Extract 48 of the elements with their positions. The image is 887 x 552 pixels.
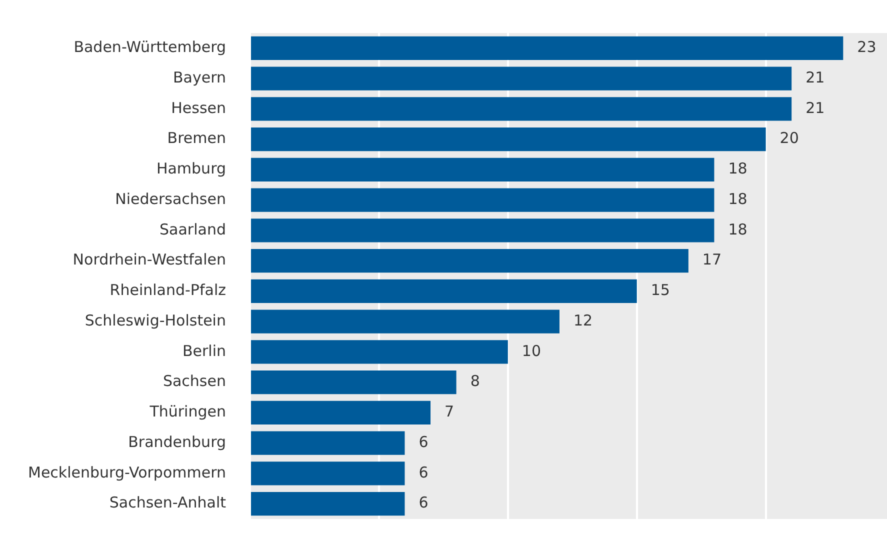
y-tick-label: Hamburg: [156, 160, 226, 178]
bar: [251, 310, 560, 334]
data-label: 21: [806, 98, 825, 117]
y-tick-label: Thüringen: [148, 402, 226, 421]
bar: [251, 127, 766, 152]
data-label: 8: [470, 372, 480, 390]
data-label: 6: [418, 432, 428, 451]
y-tick-label: Rheinland-Pfalz: [110, 281, 226, 300]
data-label: 10: [522, 342, 541, 360]
y-tick-label: Nordrhein-Westfalen: [72, 250, 226, 269]
y-tick-label: Mecklenburg-Vorpommern: [28, 463, 226, 482]
bar: [251, 340, 508, 364]
data-label: 18: [728, 190, 748, 208]
y-tick-label: Baden-Württemberg: [74, 38, 226, 56]
y-tick-label: Bayern: [173, 68, 226, 86]
y-tick-label: Sachsen: [162, 372, 226, 390]
data-label: 7: [444, 402, 454, 421]
y-tick-label: Brandenburg: [128, 432, 226, 451]
y-tick-label: Hessen: [171, 98, 226, 117]
y-tick-label: Schleswig-Holstein: [84, 311, 226, 330]
data-label: 18: [728, 220, 748, 238]
bar: [251, 279, 637, 304]
y-tick-label: Berlin: [182, 342, 226, 360]
bar: [251, 218, 714, 242]
bar: [251, 248, 688, 273]
data-label: 12: [573, 311, 593, 330]
data-label: 15: [650, 281, 670, 300]
bar: [251, 431, 405, 455]
y-tick-label: Sachsen-Anhalt: [109, 494, 226, 512]
data-label: 23: [857, 38, 876, 56]
bar: [251, 158, 714, 182]
bar: [251, 97, 792, 121]
data-label: 20: [780, 129, 799, 148]
bar: [251, 188, 714, 212]
data-label: 21: [806, 68, 825, 86]
bar: [251, 492, 405, 516]
y-tick-label: Niedersachsen: [115, 190, 226, 208]
bar: [251, 66, 792, 90]
data-label: 6: [418, 463, 428, 482]
bar: [251, 462, 405, 486]
data-label: 18: [728, 160, 748, 178]
bar: [251, 36, 844, 60]
y-tick-label: Saarland: [160, 220, 226, 238]
bar: [251, 370, 456, 394]
bar: [251, 400, 431, 425]
data-label: 6: [418, 494, 428, 512]
data-label: 17: [702, 250, 722, 269]
y-tick-label: Bremen: [167, 129, 226, 148]
